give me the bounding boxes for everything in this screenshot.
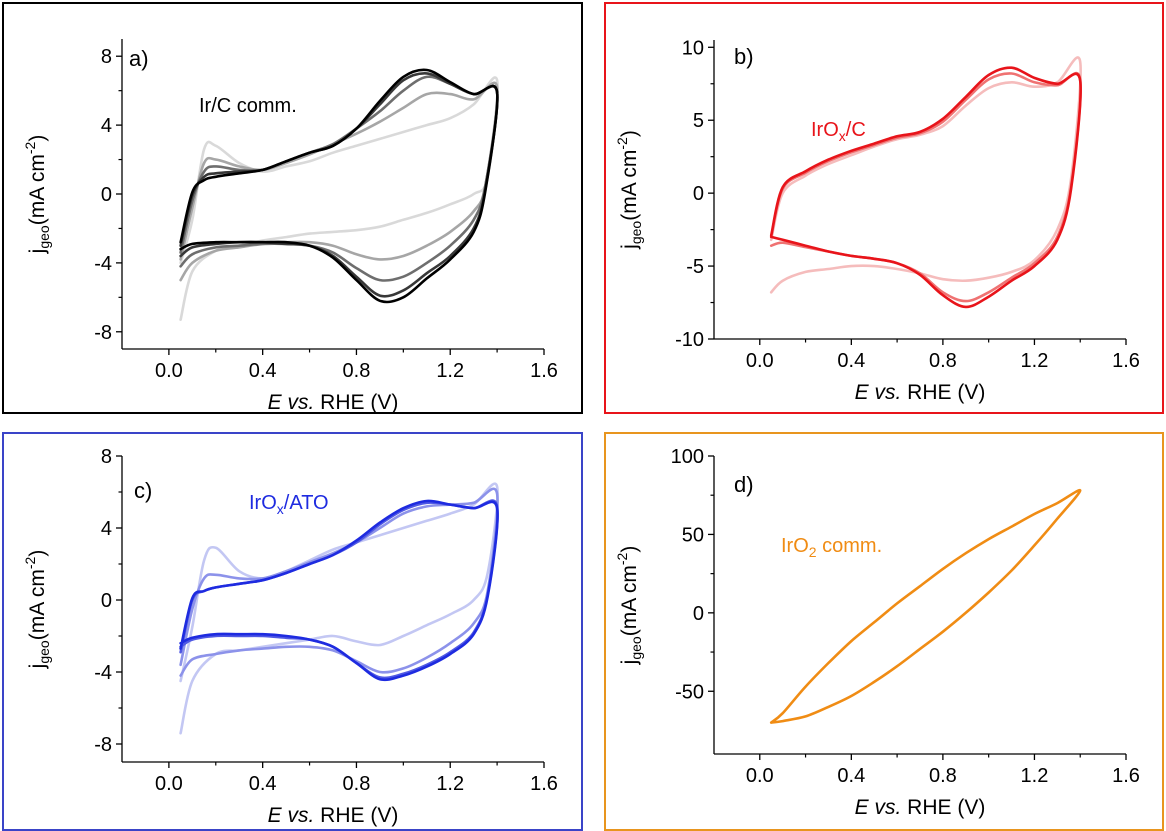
x-tick-label: 0.0 (155, 360, 183, 382)
y-tick-label: 0 (101, 184, 112, 206)
y-tick-label: 8 (101, 446, 112, 468)
y-axis-label: jgeo(mA cm-2) (22, 550, 52, 670)
panel-b: 0.0 0.4 0.8 1.2 1.6 -10 -5 0 5 10 E vs. RHE (V) jge… (604, 2, 1164, 414)
sample-label: IrO2 comm. (781, 535, 882, 560)
x-tick-label: 1.2 (436, 360, 464, 382)
x-tick-label: 0.0 (746, 350, 774, 372)
y-tick-label: -10 (675, 329, 704, 351)
x-tick-label: 0.4 (837, 765, 865, 787)
x-axis-label: E vs. RHE (V) (855, 381, 986, 404)
x-tick-label: 0.8 (929, 350, 957, 372)
axes (713, 456, 1126, 755)
y-tick-label: -8 (94, 322, 112, 344)
x-tick-label: 1.6 (530, 773, 558, 795)
panel-tag: c) (134, 478, 152, 503)
sample-label: IrOx/ATO (249, 492, 329, 517)
x-axis-label: E vs. RHE (V) (855, 796, 986, 819)
axes (713, 40, 1126, 340)
y-tick-label: 4 (101, 115, 112, 137)
axes (121, 39, 544, 350)
axes (121, 456, 544, 763)
panel-tag: a) (129, 46, 149, 71)
cv-curve-4 (179, 499, 499, 682)
y-tick-label: -5 (686, 256, 704, 278)
cv-chart-4: 0.0 0.4 0.8 1.2 1.6 -50 0 50 100 E vs. RHE (V) jge… (614, 446, 1140, 819)
sample-label: Ir/C comm. (199, 95, 297, 117)
x-tick-label: 0.0 (155, 773, 183, 795)
panel-tag: b) (734, 44, 754, 69)
panel-tag: d) (734, 472, 754, 497)
x-tick-label: 1.6 (530, 360, 558, 382)
x-axis-label: E vs. RHE (V) (268, 391, 399, 412)
x-tick-label: 1.6 (1112, 350, 1140, 372)
y-tick-label: -4 (94, 662, 112, 684)
y-axis-label: jgeo(mA cm-2) (614, 546, 644, 666)
y-axis-label: jgeo(mA cm-2) (22, 135, 52, 255)
y-axis-label: jgeo(mA cm-2) (614, 130, 644, 250)
x-tick-label: 1.2 (1021, 350, 1049, 372)
x-tick-label: 0.4 (837, 350, 865, 372)
x-tick-label: 0.4 (249, 360, 277, 382)
y-tick-label: -4 (94, 253, 112, 275)
cv-chart-2: 0.0 0.4 0.8 1.2 1.6 -10 -5 0 5 10 E vs. RHE (V) jge… (614, 37, 1140, 404)
x-tick-label: 1.2 (1021, 765, 1049, 787)
cv-curve-1 (179, 76, 499, 321)
x-tick-label: 1.6 (1112, 765, 1140, 787)
y-tick-label: 4 (101, 518, 112, 540)
y-tick-label: 10 (682, 37, 704, 59)
cv-chart-1: 0.0 0.4 0.8 1.2 1.6 -8 -4 0 4 8 E vs. RHE (V) jgeo(… (22, 39, 558, 412)
y-tick-label: 100 (671, 446, 704, 468)
y-tick-label: 0 (101, 590, 112, 612)
x-tick-label: 1.2 (436, 773, 464, 795)
cv-curve-1 (179, 482, 499, 735)
x-tick-label: 0.8 (929, 765, 957, 787)
cv-curve-1 (769, 488, 1082, 724)
panel-d: 0.0 0.4 0.8 1.2 1.6 -50 0 50 100 E vs. RHE (V) jge… (604, 432, 1164, 831)
cv-curve-1 (769, 56, 1082, 294)
y-tick-label: 0 (693, 603, 704, 625)
y-tick-label: 50 (682, 524, 704, 546)
y-tick-label: 0 (693, 183, 704, 205)
cv-curve-2 (179, 487, 499, 677)
sample-label: IrOx/C (811, 119, 866, 144)
y-tick-label: 5 (693, 110, 704, 132)
cv-chart-3: 0.0 0.4 0.8 1.2 1.6 -8 -4 0 4 8 E vs. RHE (V) jgeo(… (22, 446, 558, 827)
cv-curve-5 (179, 68, 499, 304)
panel-c: 0.0 0.4 0.8 1.2 1.6 -8 -4 0 4 8 E vs. RHE (V) jgeo(… (2, 432, 583, 831)
x-tick-label: 0.8 (343, 773, 371, 795)
x-tick-label: 0.4 (249, 773, 277, 795)
x-tick-label: 0.0 (746, 765, 774, 787)
y-tick-label: -50 (675, 681, 704, 703)
y-tick-label: 8 (101, 46, 112, 68)
y-tick-label: -8 (94, 734, 112, 756)
panel-a: 0.0 0.4 0.8 1.2 1.6 -8 -4 0 4 8 E vs. RHE (V) jgeo(… (2, 2, 583, 414)
cv-curve-3 (769, 66, 1082, 309)
x-axis-label: E vs. RHE (V) (268, 804, 399, 827)
x-tick-label: 0.8 (343, 360, 371, 382)
